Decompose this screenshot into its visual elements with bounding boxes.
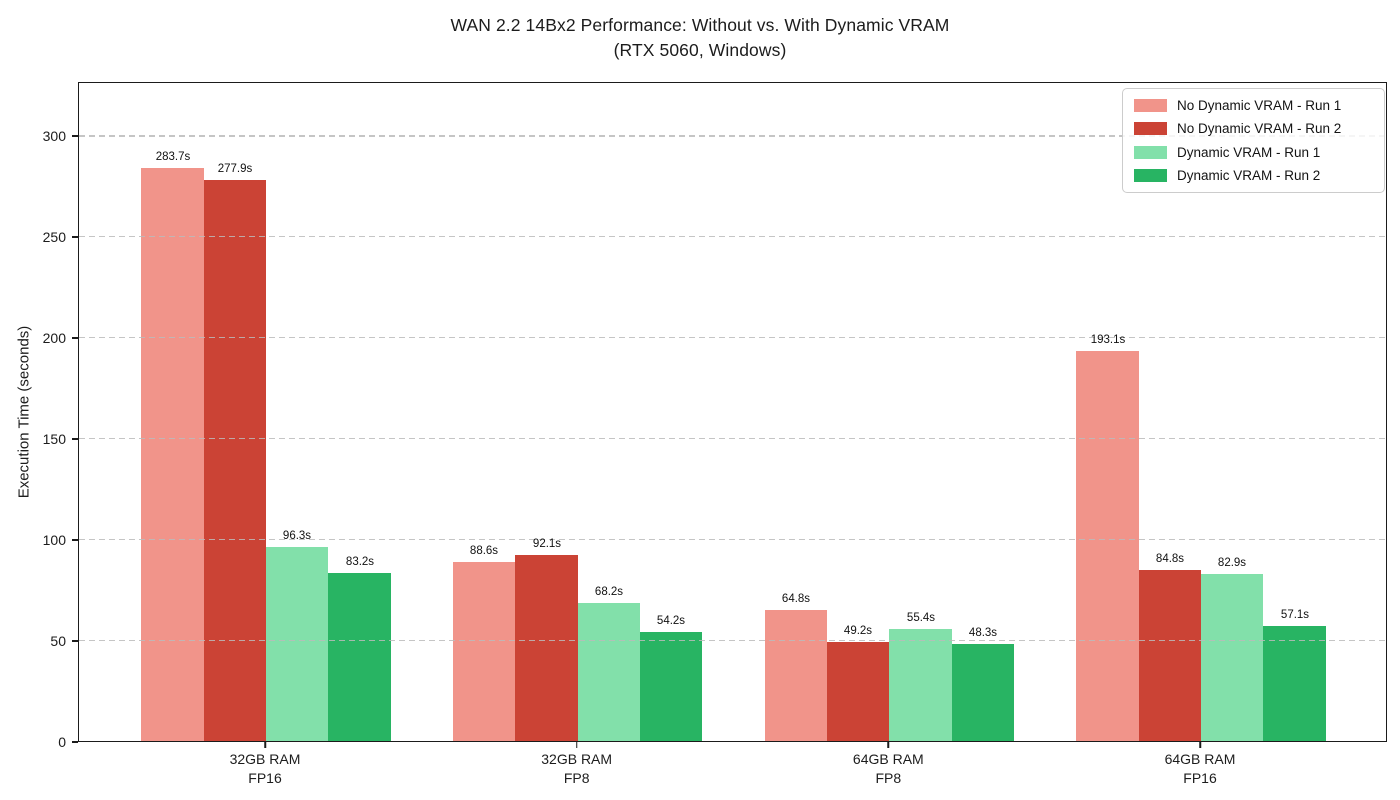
bar-value-label: 92.1s: [532, 538, 562, 550]
bar-dynamic-vram-run-1: [889, 629, 952, 741]
y-tick-label: 250: [42, 229, 66, 246]
x-tick-mark: [887, 742, 890, 748]
y-tick-label: 150: [42, 431, 66, 448]
legend-item: Dynamic VRAM - Run 1: [1134, 145, 1373, 160]
bar-dynamic-vram-run-2: [1263, 626, 1326, 741]
bar-dynamic-vram-run-2: [640, 632, 702, 741]
y-tick-label: 200: [42, 330, 66, 347]
bar-no-dynamic-vram-run-1: [141, 168, 204, 741]
bar-value-label: 57.1s: [1280, 609, 1310, 621]
bar-value-label: 277.9s: [217, 163, 253, 175]
gridline-y300: [79, 134, 1386, 137]
bar-value-label: 49.2s: [843, 625, 873, 637]
legend-swatch: [1134, 99, 1167, 113]
bar-dynamic-vram-run-1: [266, 547, 328, 741]
y-tick-mark: [72, 741, 78, 743]
gridline-y150: [79, 437, 1386, 440]
y-axis-title: Execution Time (seconds): [15, 325, 33, 499]
legend-item: Dynamic VRAM - Run 2: [1134, 168, 1373, 183]
bar-value-label: 54.2s: [656, 615, 686, 627]
gridline-y250: [79, 235, 1386, 238]
bar-no-dynamic-vram-run-1: [453, 562, 515, 741]
y-tick-label: 0: [58, 734, 66, 750]
bar-value-label: 55.4s: [906, 612, 936, 624]
legend-item: No Dynamic VRAM - Run 2: [1134, 121, 1373, 136]
y-tick-mark: [72, 236, 78, 238]
bar-dynamic-vram-run-2: [328, 573, 391, 741]
y-tick-mark: [72, 640, 78, 642]
bar-value-label: 68.2s: [594, 586, 624, 598]
x-tick-label: 64GB RAM FP16: [1164, 751, 1236, 786]
legend-swatch: [1134, 145, 1167, 159]
bar-dynamic-vram-run-1: [578, 603, 640, 741]
legend: No Dynamic VRAM - Run 1 No Dynamic VRAM -…: [1122, 88, 1385, 193]
bar-value-label: 96.3s: [282, 530, 312, 542]
x-tick-label: 32GB RAM FP8: [541, 751, 613, 786]
legend-item: No Dynamic VRAM - Run 1: [1134, 98, 1373, 113]
bar-no-dynamic-vram-run-2: [827, 642, 889, 741]
gridline-y50: [79, 639, 1386, 642]
bar-no-dynamic-vram-run-1: [1076, 351, 1139, 741]
gridline-y100: [79, 538, 1386, 541]
bar-no-dynamic-vram-run-2: [204, 180, 266, 741]
legend-label: Dynamic VRAM - Run 1: [1177, 144, 1321, 160]
bar-no-dynamic-vram-run-2: [515, 555, 578, 741]
gridline-y200: [79, 336, 1386, 339]
y-tick-label: 300: [42, 128, 66, 145]
x-tick-mark: [264, 742, 266, 748]
x-tick-label: 32GB RAM FP16: [229, 751, 301, 786]
bar-dynamic-vram-run-2: [952, 644, 1014, 741]
legend-swatch: [1134, 168, 1167, 182]
x-tick-mark: [575, 742, 578, 748]
legend-label: No Dynamic VRAM - Run 1: [1177, 98, 1342, 114]
bar-value-label: 83.2s: [345, 556, 375, 568]
bar-no-dynamic-vram-run-2: [1139, 570, 1201, 741]
bar-value-label: 48.3s: [968, 627, 998, 639]
bar-value-label: 64.8s: [781, 593, 811, 605]
x-tick-label: 64GB RAM FP8: [852, 751, 924, 786]
y-tick-label: 100: [42, 532, 66, 549]
y-tick-mark: [72, 438, 78, 440]
bar-no-dynamic-vram-run-1: [765, 610, 827, 741]
y-tick-mark: [72, 337, 78, 339]
bar-value-label: 193.1s: [1090, 334, 1126, 346]
bar-value-label: 283.7s: [155, 151, 191, 163]
y-tick-mark: [72, 135, 78, 137]
y-tick-mark: [72, 539, 78, 541]
legend-label: Dynamic VRAM - Run 2: [1177, 167, 1321, 183]
x-tick-mark: [1199, 742, 1201, 748]
bar-value-label: 82.9s: [1217, 557, 1247, 569]
legend-swatch: [1134, 122, 1167, 136]
legend-label: No Dynamic VRAM - Run 2: [1177, 121, 1342, 137]
bar-value-label: 84.8s: [1155, 553, 1185, 565]
bar-value-label: 88.6s: [469, 545, 499, 557]
bar-dynamic-vram-run-1: [1201, 574, 1263, 741]
y-tick-label: 50: [50, 633, 66, 650]
chart-title: WAN 2.2 14Bx2 Performance: Without vs. W…: [450, 15, 950, 60]
